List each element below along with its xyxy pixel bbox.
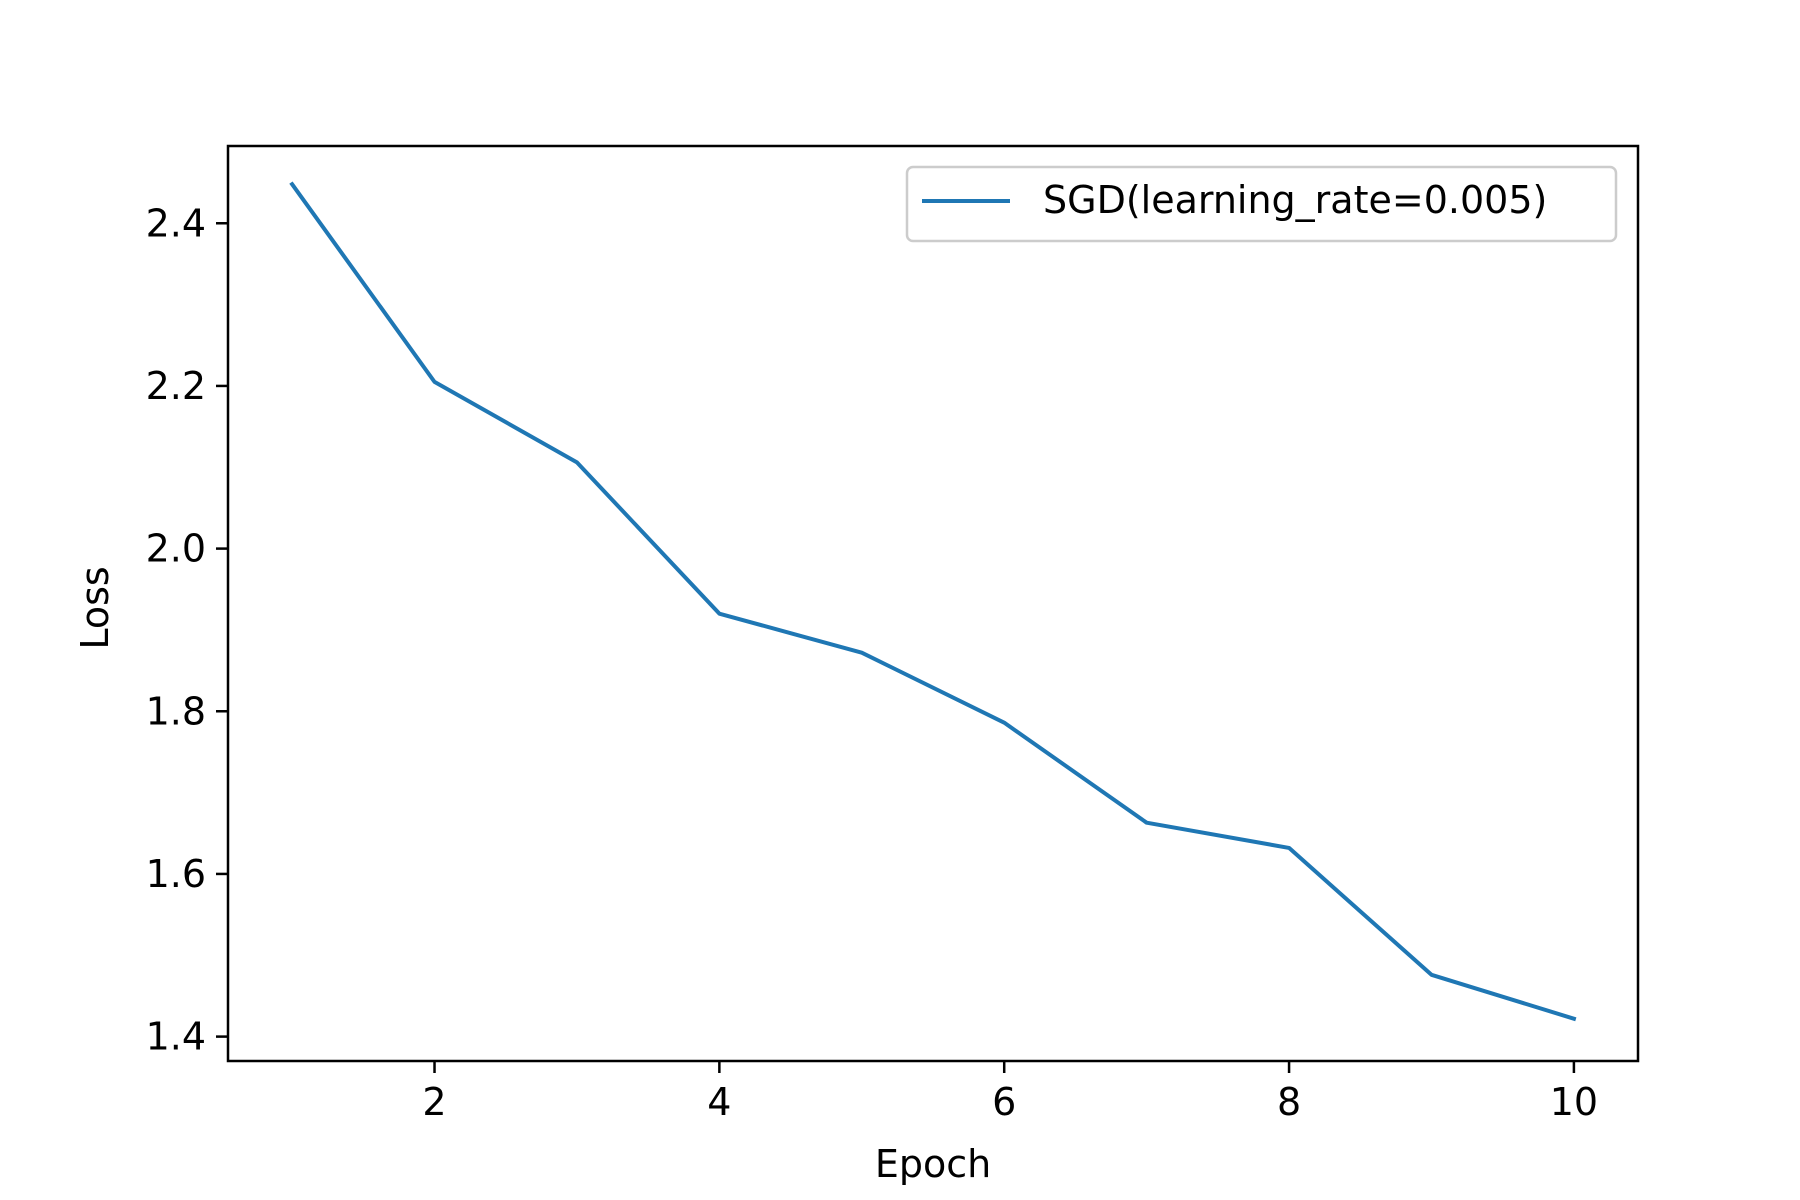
y-tick-label: 2.0 [146, 527, 206, 571]
y-axis-label: Loss [73, 566, 117, 649]
x-axis-label: Epoch [875, 1142, 991, 1186]
legend: SGD(learning_rate=0.005) [905, 165, 1618, 243]
x-axis-ticks: 2 4 6 8 10 [422, 1061, 1598, 1124]
x-tick-label: 6 [992, 1080, 1016, 1124]
y-tick-label: 2.2 [146, 364, 206, 408]
plot-area [228, 146, 1638, 1061]
x-tick-label: 8 [1277, 1080, 1301, 1124]
y-tick-label: 1.6 [146, 852, 206, 896]
x-tick-label: 10 [1550, 1080, 1598, 1124]
series-line-sgd [289, 181, 1577, 1022]
legend-box [905, 165, 1618, 243]
y-tick-label: 1.4 [146, 1015, 206, 1059]
y-axis-ticks: 1.4 1.6 1.8 2.0 2.2 2.4 [146, 201, 228, 1059]
y-tick-label: 2.4 [146, 201, 206, 245]
plot-frame [226, 144, 1640, 1063]
x-tick-label: 2 [422, 1080, 446, 1124]
y-tick-label: 1.8 [146, 689, 206, 733]
x-tick-label: 4 [707, 1080, 731, 1124]
legend-entry-label: SGD(learning_rate=0.005) [1043, 178, 1547, 222]
